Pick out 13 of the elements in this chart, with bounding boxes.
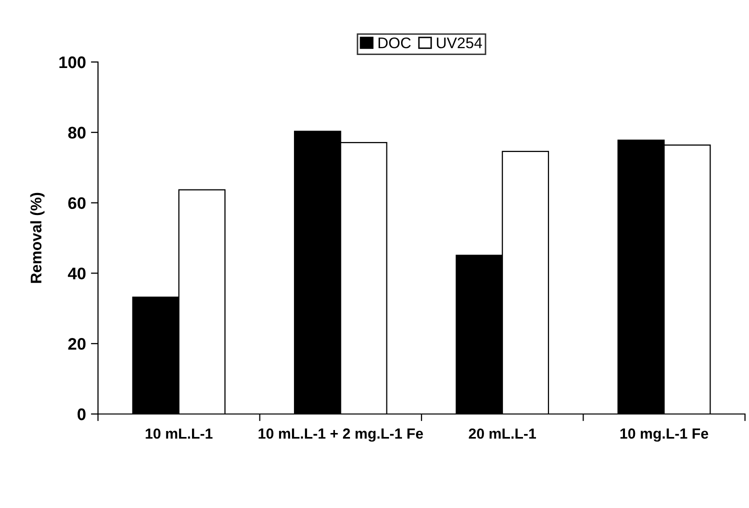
x-tick-label: 10 mL.L-1 <box>146 428 213 439</box>
x-tick-label: 10 mL.L-1 + 2 mg.L-1 Fe <box>258 428 423 442</box>
legend-label: UV254 <box>436 37 482 48</box>
y-tick-label: 40 <box>68 268 86 280</box>
x-tick-label: 20 mL.L-1 <box>468 428 536 439</box>
y-tick-label: 80 <box>68 126 86 139</box>
legend-label: DOC <box>378 37 411 48</box>
x-tick-label: 10 mg.L-1 Fe <box>620 428 708 442</box>
y-axis-title: Removal (%) <box>30 192 44 283</box>
y-tick-label: 20 <box>68 338 86 350</box>
y-tick-label: 0 <box>78 408 86 420</box>
y-tick-label: 100 <box>59 56 86 68</box>
y-tick-label: 60 <box>68 197 86 210</box>
